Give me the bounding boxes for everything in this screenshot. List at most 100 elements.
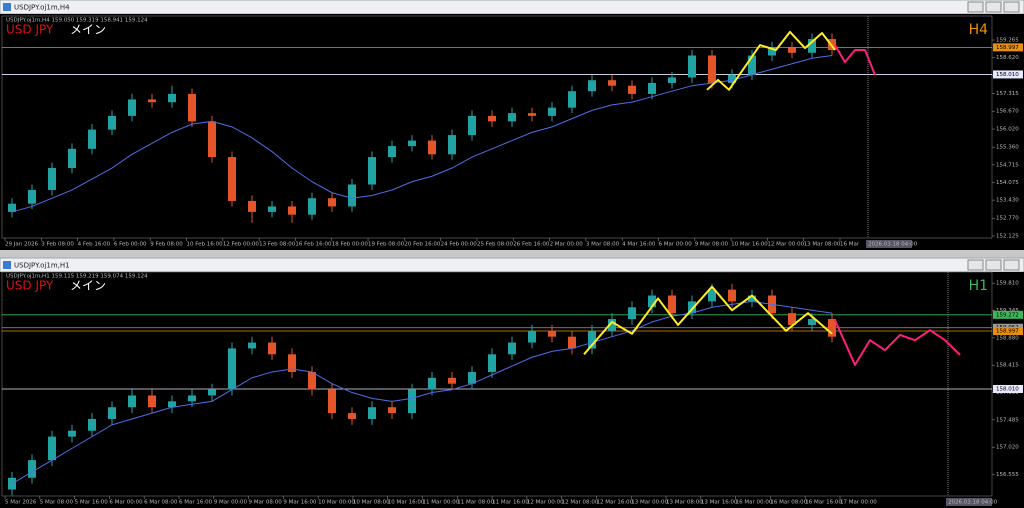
x-tick-label: 12 Mar 16:00 (596, 500, 633, 506)
candle-body (568, 91, 576, 108)
y-tick-label: 158.620 (996, 55, 1019, 61)
candle-body (228, 348, 236, 390)
x-tick-label: 16 Mar 08:00 (770, 500, 807, 506)
candle-body (568, 336, 576, 349)
candle-body (248, 200, 256, 212)
candle-body (148, 395, 156, 408)
candle-body (228, 157, 236, 201)
candle-body (128, 99, 136, 116)
candle-body (388, 146, 396, 158)
x-tick-label: 3 Mar 08:00 (586, 242, 620, 248)
x-tick-label: 24 Feb 00:00 (441, 242, 478, 248)
chart-area (0, 14, 1024, 250)
x-tick-label: 13 Feb 08:00 (259, 242, 296, 248)
x-tick-label: 6 Mar 00:00 (658, 242, 692, 248)
candle-body (28, 460, 36, 478)
price-level-label: 158.010 (996, 386, 1019, 392)
price-level-label: 158.997 (996, 328, 1019, 334)
zigzag-line (706, 30, 836, 91)
candle-body (208, 121, 216, 158)
candle-body (708, 55, 716, 83)
candle-body (168, 401, 176, 408)
x-tick-label: 6 Mar 16:00 (179, 500, 213, 506)
candle-body (468, 371, 476, 384)
candle-body (348, 184, 356, 207)
y-tick-label: 158.415 (996, 363, 1019, 369)
candle-body (628, 85, 636, 94)
y-tick-label: 152.770 (996, 216, 1019, 222)
candle-body (368, 157, 376, 185)
candle-body (528, 113, 536, 116)
x-tick-label: 2 Mar 00:00 (550, 242, 584, 248)
candle-body (428, 140, 436, 155)
chart-area (0, 272, 1024, 508)
forecast-line (834, 319, 961, 366)
maximize-button[interactable] (985, 259, 1002, 271)
x-tick-label: 16 Mar 16:00 (805, 500, 842, 506)
window-icon (3, 261, 11, 269)
y-tick-label: 154.075 (996, 180, 1019, 186)
x-tick-label: 10 Mar 00:00 (318, 500, 355, 506)
candle-body (588, 330, 596, 349)
candle-body (548, 107, 556, 116)
candle-body (8, 203, 16, 212)
x-tick-label: 10 Mar 08:00 (353, 500, 390, 506)
x-tick-label: 9 Feb 08:00 (150, 242, 183, 248)
x-tick-label: 5 Mar 2026 (5, 500, 37, 506)
minimize-button[interactable] (967, 259, 984, 271)
candle-body (8, 477, 16, 490)
y-tick-label: 156.555 (996, 472, 1019, 478)
x-tick-label: 9 Mar 08:00 (249, 500, 283, 506)
zigzag-line (583, 285, 833, 355)
x-tick-label: 16 Feb 16:00 (295, 242, 332, 248)
minimize-button[interactable] (967, 1, 984, 13)
x-tick-label: 5 Mar 08:00 (40, 500, 74, 506)
candle-body (368, 407, 376, 419)
close-button[interactable] (1003, 259, 1020, 271)
candle-body (108, 407, 116, 419)
candle-body (728, 289, 736, 302)
y-tick-label: 159.265 (996, 38, 1019, 44)
candle-body (468, 115, 476, 136)
candle-body (588, 80, 596, 92)
candle-body (808, 319, 816, 325)
candle-body (508, 113, 516, 122)
x-tick-label: 5 Mar 16:00 (75, 500, 109, 506)
x-tick-label: 4 Mar 16:00 (622, 242, 656, 248)
time-tag-box (866, 240, 912, 248)
maximize-button[interactable] (985, 1, 1002, 13)
close-button[interactable] (1003, 1, 1020, 13)
price-level-box (993, 70, 1023, 79)
candle-body (188, 93, 196, 122)
candle-body (268, 342, 276, 355)
candle-body (388, 407, 396, 414)
x-tick-label: 19 Feb 08:00 (368, 242, 405, 248)
x-tick-label: 13 Mar 00:00 (631, 500, 668, 506)
timeframe-label: H4 (969, 22, 989, 38)
x-tick-label: 12 Feb 00:00 (223, 242, 260, 248)
candle-body (428, 377, 436, 390)
x-tick-label: 13 Mar 08:00 (666, 500, 703, 506)
plot-frame (1, 15, 993, 239)
x-tick-label: 9 Mar 08:00 (695, 242, 729, 248)
y-tick-label: 157.020 (996, 445, 1019, 451)
x-tick-label: 3 Feb 08:00 (41, 242, 74, 248)
candle-body (148, 99, 156, 103)
subtitle-label: メイン (70, 23, 106, 37)
candle-body (748, 295, 756, 302)
y-tick-label: 157.315 (996, 91, 1019, 97)
candle-body (808, 39, 816, 53)
candle-body (708, 289, 716, 302)
time-tag: 2026.03.18 04:00 (868, 242, 918, 248)
x-tick-label: 11 Mar 08:00 (457, 500, 494, 506)
candle-body (488, 115, 496, 122)
x-tick-label: 16 Mar 00:00 (736, 500, 773, 506)
y-tick-label: 157.950 (996, 390, 1019, 396)
candle-body (688, 55, 696, 78)
x-tick-label: 11 Mar 00:00 (423, 500, 460, 506)
candle-body (548, 330, 556, 337)
info-line: USDJPY.oj1m,H1 159.115 159.219 159.074 1… (6, 274, 148, 280)
price-level-box (993, 384, 1023, 393)
candle-body (488, 354, 496, 372)
